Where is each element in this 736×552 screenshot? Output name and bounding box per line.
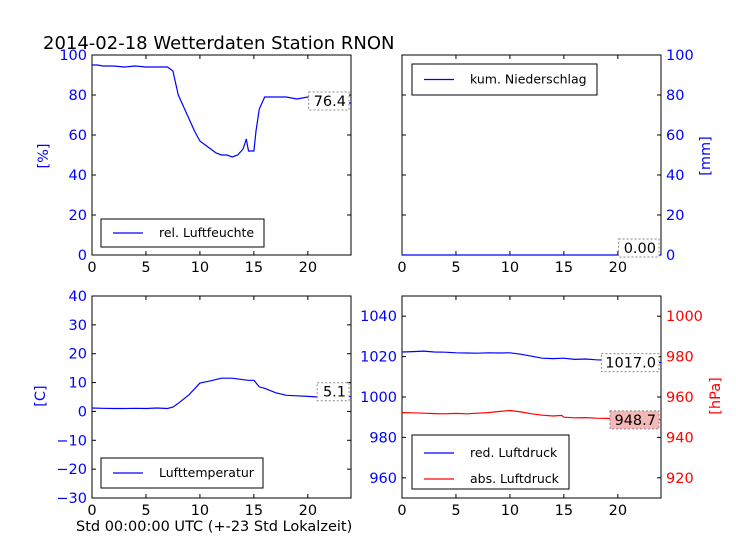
last-value-box bbox=[618, 238, 660, 258]
x-tick-label: 5 bbox=[141, 260, 150, 276]
y-tick-label: 1000 bbox=[360, 390, 397, 406]
y-axis-label: [mm] bbox=[698, 136, 714, 176]
panel-precipitation: 0 20 40 60 80 100 0 5 10 15 20 [mm] kum. Niederschla… bbox=[397, 48, 714, 276]
y-tick-label: 0 bbox=[666, 248, 675, 264]
y-tick-label: −30 bbox=[56, 491, 87, 507]
last-value-box bbox=[609, 410, 660, 430]
x-tick-label: 10 bbox=[191, 503, 209, 519]
y-tick-label: 80 bbox=[69, 88, 87, 104]
last-value-label: 5.1 bbox=[323, 385, 346, 401]
y-tick-label: −10 bbox=[56, 433, 87, 449]
panel-humidity: 0 20 40 60 80 100 0 5 10 15 20 [%] rel. Luftfeuchte 7… bbox=[36, 48, 352, 276]
legend-entry: red. Luftdruck bbox=[470, 445, 558, 460]
last-value-box bbox=[316, 382, 350, 402]
legend-box bbox=[411, 434, 570, 490]
y-tick-label: 20 bbox=[666, 208, 684, 224]
x-tick-label: 0 bbox=[87, 503, 96, 519]
x-axis-footer-label: Std 00:00:00 UTC (+-23 Std Lokalzeit) bbox=[76, 519, 352, 535]
y-tick-label: 0 bbox=[78, 404, 87, 420]
x-tick-label: 10 bbox=[501, 503, 519, 519]
series-line bbox=[91, 377, 351, 410]
y-tick-label: 40 bbox=[666, 168, 684, 184]
figure-title: 2014-02-18 Wetterdaten Station RNON bbox=[43, 33, 394, 54]
y-tick-label: 60 bbox=[666, 128, 684, 144]
x-tick-label: 0 bbox=[397, 260, 406, 276]
last-value-box bbox=[308, 91, 350, 111]
x-tick-label: 20 bbox=[609, 503, 627, 519]
y-tick-label: 960 bbox=[369, 471, 397, 487]
y-tick-label: 60 bbox=[69, 128, 87, 144]
y-tick-label: 40 bbox=[69, 289, 87, 305]
last-value-label: 948.7 bbox=[614, 413, 656, 429]
x-tick-label: 0 bbox=[397, 503, 406, 519]
x-tick-label: 5 bbox=[451, 260, 460, 276]
last-value-label: 0.00 bbox=[624, 241, 656, 257]
panel-temperature: −30 −20 −10 0 10 20 30 40 0 5 10 15 20 [C] Lufttempera… bbox=[33, 289, 352, 519]
last-value-box bbox=[600, 353, 660, 373]
legend-entry: Lufttemperatur bbox=[159, 465, 255, 480]
y-axis-label: [%] bbox=[36, 143, 52, 168]
y-tick-label: 960 bbox=[666, 390, 694, 406]
y-axis-label: [hPa] bbox=[708, 377, 724, 414]
last-value-label: 1017.0 bbox=[605, 356, 656, 372]
y-tick-label: 1020 bbox=[360, 350, 397, 366]
x-tick-label: 10 bbox=[191, 260, 209, 276]
x-tick-label: 0 bbox=[87, 260, 96, 276]
x-tick-label: 20 bbox=[299, 260, 317, 276]
last-value-label: 76.4 bbox=[314, 94, 346, 110]
y-tick-label: 980 bbox=[369, 430, 397, 446]
y-tick-label: 80 bbox=[666, 88, 684, 104]
y-axis-label: [C] bbox=[33, 385, 49, 406]
y-tick-label: 40 bbox=[69, 168, 87, 184]
y-tick-label: 10 bbox=[69, 376, 87, 392]
x-tick-label: 10 bbox=[501, 260, 519, 276]
plot-frame-0 bbox=[91, 54, 352, 256]
series-line bbox=[92, 64, 351, 158]
legend-entry: kum. Niederschlag bbox=[470, 72, 587, 87]
x-tick-label: 15 bbox=[245, 503, 263, 519]
y-tick-label: 1040 bbox=[360, 309, 397, 325]
x-tick-label: 5 bbox=[141, 503, 150, 519]
legend-entry: abs. Luftdruck bbox=[470, 471, 560, 486]
y-tick-label: 20 bbox=[69, 347, 87, 363]
panel-pressure: 960 980 1000 1020 1040 920 940 960 980 1000 0 5 10 15… bbox=[360, 295, 724, 519]
y-tick-label: −20 bbox=[56, 462, 87, 478]
y-tick-label: 1000 bbox=[666, 309, 703, 325]
legend-entry: rel. Luftfeuchte bbox=[159, 225, 254, 240]
x-tick-label: 20 bbox=[299, 503, 317, 519]
y-tick-label: 100 bbox=[666, 48, 694, 64]
x-tick-label: 5 bbox=[451, 503, 460, 519]
y-tick-label: 920 bbox=[666, 471, 694, 487]
x-tick-label: 15 bbox=[555, 503, 573, 519]
y-tick-label: 100 bbox=[59, 48, 87, 64]
x-tick-label: 15 bbox=[555, 260, 573, 276]
y-tick-label: 20 bbox=[69, 208, 87, 224]
y-tick-label: 30 bbox=[69, 318, 87, 334]
y-tick-label: 940 bbox=[666, 430, 694, 446]
y-tick-label: 0 bbox=[78, 248, 87, 264]
x-tick-label: 15 bbox=[245, 260, 263, 276]
y-tick-label: 980 bbox=[666, 350, 694, 366]
x-tick-label: 20 bbox=[609, 260, 627, 276]
